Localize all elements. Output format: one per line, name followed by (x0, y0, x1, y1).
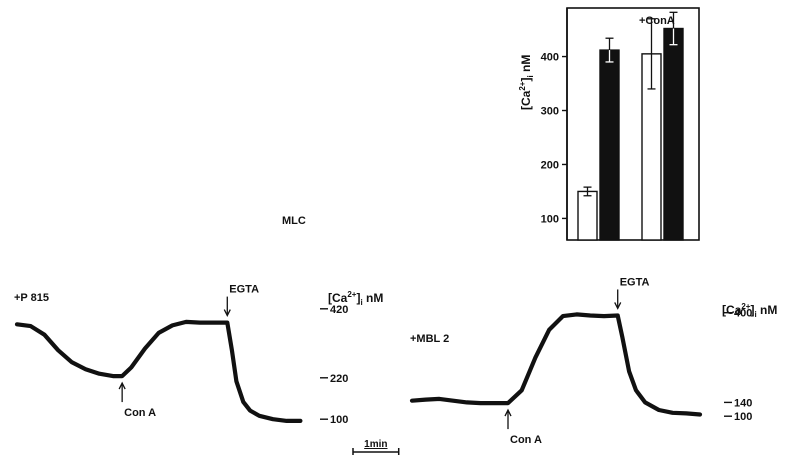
egta-arrowhead (223, 309, 231, 318)
bar-y-tick-label: 200 (541, 159, 559, 171)
calcium-trace-line (409, 312, 703, 417)
mlc-label: MLC (282, 215, 306, 227)
egta-arrowhead (614, 302, 622, 310)
bar-g1-black (599, 49, 620, 241)
trace-y-unit-label: [Ca2+]i nM (328, 290, 383, 307)
bar-y-axis-title-text: [Ca2+]i nM (518, 55, 535, 110)
time-scale-label: 1min (364, 439, 387, 450)
bar-y-axis-title: [Ca2+]i nM (518, 55, 535, 110)
level-label: 420 (330, 304, 348, 316)
cona-arrowhead (118, 381, 126, 390)
bar-g1-white (577, 190, 598, 241)
trace-panel-p815: +P 815 Con A EGTA 100 220 420[Ca2+]i nM 1min (14, 284, 400, 455)
egta-label: EGTA (229, 284, 259, 296)
level-label: 400 (734, 308, 752, 320)
calcium-trace-line (14, 319, 303, 423)
level-label: 100 (330, 414, 348, 426)
bar-y-tick-label: 300 (541, 106, 559, 118)
trace-condition-label: +MBL 2 (410, 333, 449, 345)
level-label: 220 (330, 373, 348, 385)
trace-panel-mbl2: +MBL 2 Con A EGTA 100 140 400[Ca2+]i nM (409, 276, 777, 446)
bar-annotation-cona: +ConA (639, 15, 675, 27)
trace-y-unit-label: [Ca2+]i nM (722, 302, 777, 319)
level-label: 140 (734, 397, 752, 409)
egta-label: EGTA (620, 276, 650, 288)
trace-condition-label: +P 815 (14, 292, 49, 304)
cona-label: Con A (124, 407, 156, 419)
level-label: 100 (734, 411, 752, 423)
cona-label: Con A (510, 434, 542, 446)
bar-chart-panel: 100 200 300 400 [Ca2+]i nM +ConA (518, 7, 700, 241)
bar-y-tick-label: 400 (541, 52, 559, 64)
bar-y-tick-label: 100 (541, 213, 559, 225)
cona-arrowhead (504, 408, 512, 417)
bar-g2-black (663, 27, 684, 241)
